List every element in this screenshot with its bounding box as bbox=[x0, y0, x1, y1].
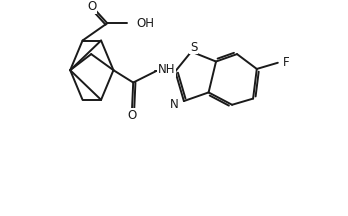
Text: O: O bbox=[87, 0, 96, 13]
Text: OH: OH bbox=[136, 17, 155, 30]
Text: NH: NH bbox=[157, 63, 175, 76]
Text: N: N bbox=[170, 98, 179, 111]
Text: O: O bbox=[127, 109, 137, 122]
Text: S: S bbox=[190, 41, 197, 54]
Text: F: F bbox=[283, 56, 290, 69]
